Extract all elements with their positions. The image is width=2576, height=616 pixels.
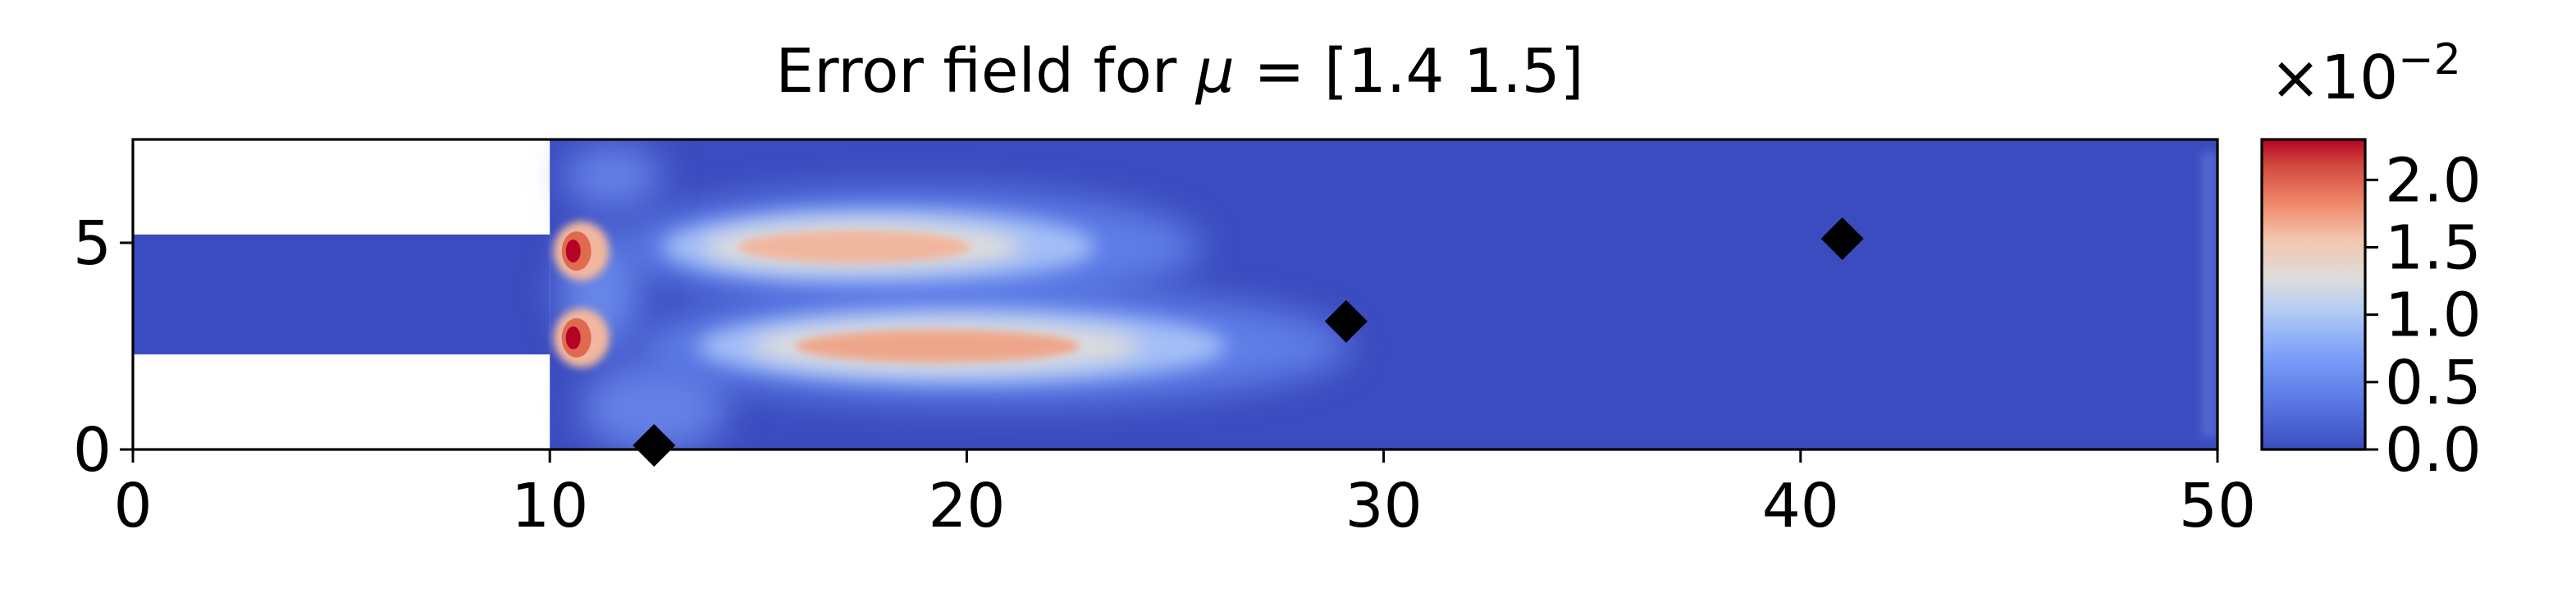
y-tick-label: 5 (73, 208, 112, 279)
jet-core (738, 230, 971, 264)
x-tick-label: 50 (2179, 471, 2256, 541)
axes: 0 10 20 30 40 50 0 5 (73, 138, 2256, 541)
inlet-channel (133, 234, 550, 355)
error-jet (639, 289, 1351, 404)
colorbar-gradient (2262, 139, 2365, 449)
field-layer (133, 139, 2217, 449)
halo-bottom (580, 363, 728, 449)
colorbar-tick-label: 1.0 (2385, 281, 2482, 351)
corner-peak (553, 308, 610, 367)
x-tick-label: 40 (1762, 471, 1839, 541)
colorbar-tick-label: 0.5 (2385, 348, 2482, 418)
error-jet (620, 189, 1203, 305)
jet-core (795, 330, 1080, 363)
marker-diamond (1820, 217, 1864, 260)
colorbar-tick-label: 2.0 (2385, 145, 2482, 216)
colorbar-tick-label: 1.5 (2385, 212, 2482, 283)
colorbar: 0.00.51.01.52.0 ×10−2 (2260, 35, 2482, 486)
x-tick-label: 0 (113, 471, 152, 541)
expansion-halo (559, 144, 728, 449)
outlet-strip (2200, 152, 2217, 437)
plot-area (133, 139, 2217, 467)
plot-frame (131, 138, 2219, 451)
corner-peak (553, 221, 610, 281)
x-tick-label: 30 (1345, 471, 1423, 541)
peak-core (565, 326, 581, 349)
colorbar-frame (2260, 138, 2367, 451)
x-tick-label: 20 (928, 471, 1005, 541)
marker-diamond (1324, 299, 1368, 343)
colorbar-multiplier: ×10−2 (2270, 35, 2461, 113)
colorbar-tick-label: 0.0 (2385, 415, 2482, 486)
chart-title: Error field for μ = [1.4 1.5] (775, 36, 1583, 107)
y-tick-label: 0 (73, 415, 112, 486)
peak-core (565, 240, 581, 263)
halo-top (563, 144, 662, 210)
marker-diamond (633, 423, 676, 467)
x-tick-label: 10 (511, 471, 588, 541)
